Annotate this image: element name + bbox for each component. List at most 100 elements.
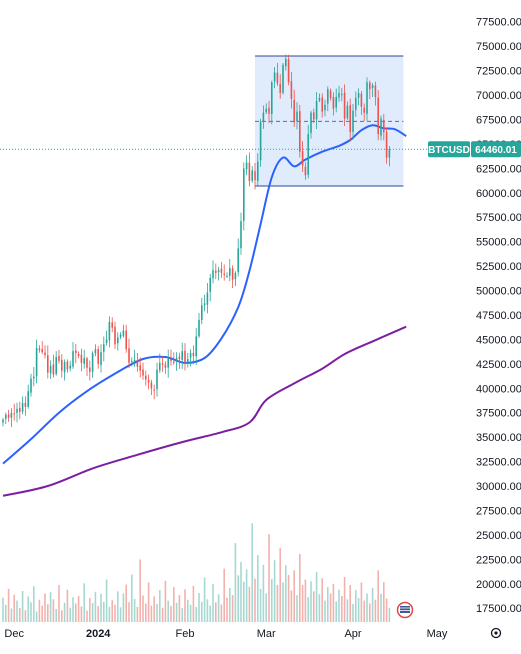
moving-average-layer [2, 124, 407, 497]
candle-body [5, 414, 7, 419]
candle-body [335, 96, 337, 108]
y-tick-label: 50000.00 [476, 286, 521, 298]
volume-bar [159, 590, 161, 622]
candle-body [245, 162, 248, 170]
volume-bar [105, 579, 108, 622]
volume-bar [10, 608, 13, 622]
volume-bar [55, 608, 57, 622]
volume-bar [243, 581, 245, 622]
candle-body [313, 112, 315, 120]
candle-body [55, 357, 57, 374]
candle-body [133, 359, 136, 363]
candle-body [136, 360, 139, 367]
volume-bar [195, 606, 197, 622]
volume-bar [262, 564, 265, 622]
volume-bar [285, 565, 287, 622]
candle-body [296, 111, 298, 122]
settings-gear-icon[interactable] [490, 627, 502, 639]
candle-body [49, 365, 52, 374]
candle-body [273, 72, 276, 82]
candle-body [69, 365, 71, 369]
volume-bar [69, 607, 71, 622]
volume-bar [349, 585, 351, 622]
candle-body [226, 275, 228, 277]
candle-body [150, 382, 153, 389]
volume-bar [268, 534, 270, 622]
y-tick-label: 45000.00 [476, 334, 521, 346]
volume-bar [209, 605, 211, 622]
volume-bar [150, 605, 153, 622]
candle-body [128, 348, 130, 363]
y-tick-label: 55000.00 [476, 237, 521, 249]
volume-bar [41, 605, 43, 622]
volume-bar [324, 600, 326, 622]
candle-body [299, 111, 301, 152]
volume-bar [30, 602, 32, 622]
x-axis[interactable]: Dec 2024 Feb Mar Apr May [4, 627, 502, 640]
volume-bar [175, 602, 178, 622]
candle-body [147, 379, 150, 383]
volume-bar [164, 580, 167, 622]
candle-body [290, 81, 293, 99]
volume-bar [220, 604, 223, 622]
y-tick-label: 37500.00 [476, 408, 521, 420]
candle-body [30, 378, 32, 393]
y-tick-label: 35000.00 [476, 432, 521, 444]
volume-bar [111, 600, 113, 622]
y-axis[interactable]: 17500.00 20000.00 22500.00 25000.00 27500.00… [476, 17, 521, 615]
candle-body [47, 355, 49, 373]
overlay-layer: BTCUSD 64460.01 [0, 141, 521, 619]
volume-bar [13, 594, 15, 622]
candle-body [279, 83, 281, 94]
candle-body [122, 330, 125, 336]
candle-body [206, 292, 209, 305]
volume-bar [282, 582, 284, 622]
volume-bar [161, 607, 164, 622]
candle-body [315, 100, 318, 120]
candle-body [369, 82, 371, 90]
volume-bar [245, 569, 248, 622]
candle-body [217, 270, 220, 273]
volume-bar [94, 591, 97, 622]
candle-body [215, 270, 217, 273]
volume-bar [178, 595, 181, 622]
candle-body [346, 105, 349, 119]
volume-bar [313, 591, 315, 622]
candle-body [10, 412, 13, 418]
volume-bar [181, 608, 183, 622]
volume-bar [153, 596, 155, 622]
x-tick-label: Feb [176, 628, 195, 640]
volume-bar [139, 559, 141, 622]
volume-bar [86, 610, 88, 622]
event-flag-icon[interactable] [396, 601, 414, 619]
candle-body [131, 360, 133, 363]
y-tick-label: 25000.00 [476, 530, 521, 542]
volume-bar [332, 583, 335, 622]
candle-body [100, 352, 102, 365]
candle-body [108, 321, 111, 341]
volume-bar [103, 601, 105, 622]
y-tick-label: 32500.00 [476, 457, 521, 469]
candle-body [66, 361, 69, 370]
volume-bar [248, 586, 251, 622]
candle-body [111, 322, 113, 328]
volume-bar [212, 583, 214, 622]
candle-body [357, 93, 360, 98]
volume-bar [167, 600, 169, 622]
volume-bar [203, 577, 206, 622]
candle-body [145, 375, 147, 380]
volume-bar [301, 585, 304, 622]
volume-bar [363, 600, 365, 622]
y-tick-label: 22500.00 [476, 554, 521, 566]
volume-bar [259, 588, 262, 622]
candle-body [329, 90, 332, 98]
candle-body [77, 354, 80, 357]
volume-bar [131, 574, 133, 622]
candle-body [161, 363, 164, 365]
candle-body [237, 248, 239, 273]
volume-bar [97, 606, 99, 622]
candle-body [349, 105, 351, 133]
candle-body [189, 353, 192, 358]
